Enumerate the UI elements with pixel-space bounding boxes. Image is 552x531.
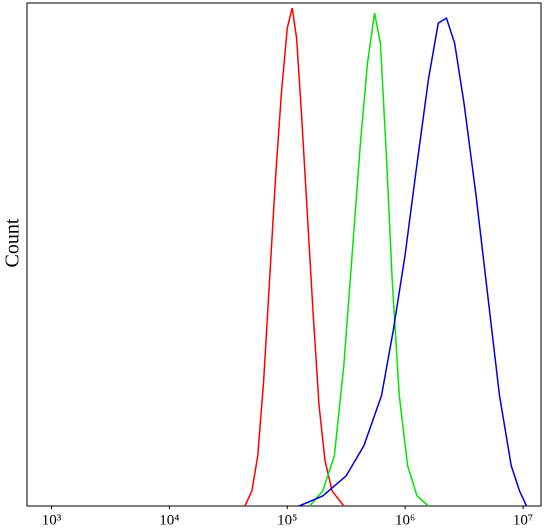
x-tick-label: 10⁴ (159, 512, 179, 528)
plot-frame (26, 2, 542, 507)
x-tick-label: 10⁷ (513, 512, 533, 528)
x-tick-label: 10⁶ (395, 512, 415, 528)
y-axis-label: Count (2, 218, 24, 267)
x-tick-label: 10³ (42, 512, 62, 528)
histogram-line (298, 16, 528, 507)
x-tick-label: 10⁵ (277, 512, 297, 528)
histogram-line (309, 12, 430, 507)
histogram-line (244, 7, 345, 507)
